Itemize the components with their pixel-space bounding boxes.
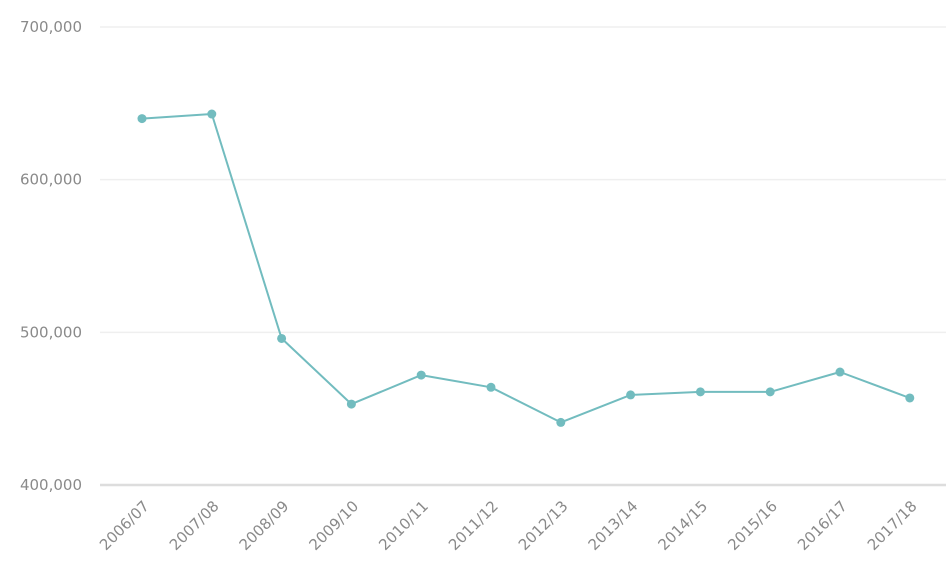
x-tick-label: 2013/14 <box>585 497 642 554</box>
x-tick-label: 2006/07 <box>96 497 153 554</box>
data-point[interactable] <box>207 109 217 119</box>
data-point[interactable] <box>346 399 356 409</box>
x-axis-tick-labels: 2006/07 2007/08 2008/09 2009/10 2010/11 2011/… <box>96 497 921 554</box>
data-point[interactable] <box>556 417 566 427</box>
data-point[interactable] <box>765 387 775 397</box>
data-point[interactable] <box>835 367 845 377</box>
data-point[interactable] <box>416 370 426 380</box>
x-tick-label: 2014/15 <box>654 497 711 554</box>
x-tick-label: 2015/16 <box>724 497 781 554</box>
y-tick-label: 400,000 <box>20 476 82 494</box>
y-tick-label: 700,000 <box>20 18 82 36</box>
y-axis-tick-labels: 400,000 500,000 600,000 700,000 <box>20 18 82 494</box>
data-point[interactable] <box>137 114 147 124</box>
grid-lines <box>100 26 946 487</box>
x-tick-label: 2010/11 <box>375 497 432 554</box>
data-point[interactable] <box>626 390 636 400</box>
series-line <box>141 113 911 424</box>
series-layer <box>137 109 915 427</box>
x-tick-label: 2016/17 <box>794 497 851 554</box>
data-point[interactable] <box>277 333 287 343</box>
y-tick-label: 500,000 <box>20 323 82 341</box>
x-tick-label: 2008/09 <box>236 497 293 554</box>
x-tick-label: 2017/18 <box>864 497 921 554</box>
data-point[interactable] <box>486 382 496 392</box>
data-point[interactable] <box>905 393 915 403</box>
x-tick-label: 2007/08 <box>166 497 223 554</box>
x-tick-label: 2011/12 <box>445 497 502 554</box>
x-tick-label: 2012/13 <box>515 497 572 554</box>
data-point[interactable] <box>695 387 705 397</box>
y-tick-label: 600,000 <box>20 171 82 189</box>
x-tick-label: 2009/10 <box>305 497 362 554</box>
